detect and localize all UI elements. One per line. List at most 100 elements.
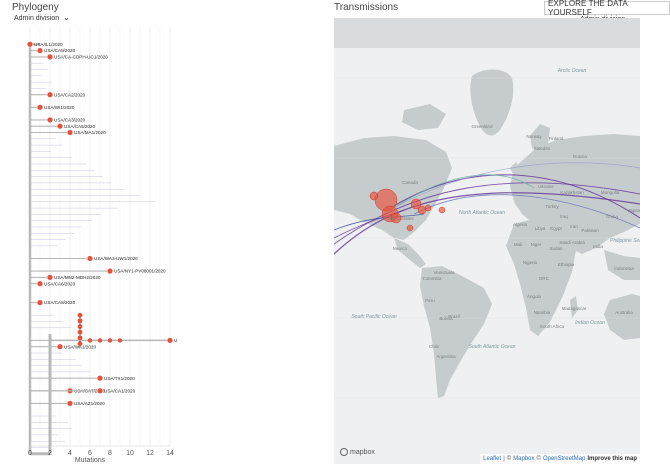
tip-marker xyxy=(117,338,123,343)
tip-marker xyxy=(96,387,103,394)
arctic-islands-shape xyxy=(402,104,446,130)
chevron-down-icon: ⌄ xyxy=(63,13,70,22)
south-america-shape xyxy=(420,266,492,398)
map-place-label: Greenland xyxy=(471,124,493,129)
location-circle xyxy=(369,191,379,201)
phylogeny-color-by-dropdown[interactable]: Admin division ⌄ xyxy=(14,14,70,22)
copyright-symbol: © xyxy=(536,456,541,462)
tip-label: U xyxy=(174,338,177,343)
x-axis-title: Mutations xyxy=(75,457,106,464)
tip-marker xyxy=(86,255,93,262)
map-place-label: Indonesia xyxy=(614,266,634,271)
map-place-label: Finland xyxy=(549,136,564,141)
southeast-asia-shape xyxy=(604,250,640,280)
map-place-label: Namibia xyxy=(534,310,551,315)
map-place-label: Canada xyxy=(402,180,418,185)
map-place-label: Libya xyxy=(535,226,546,231)
tip-label: USA/CA2/2020 xyxy=(54,92,86,97)
openstreetmap-link[interactable]: OpenStreetMap xyxy=(542,456,586,462)
map-place-label: Norway xyxy=(526,134,542,139)
transmission-arc xyxy=(413,194,640,229)
x-tick-label: 2 xyxy=(48,450,52,457)
x-tick-label: 6 xyxy=(88,450,92,457)
map-place-label: Iraq xyxy=(560,214,568,219)
map-graticule xyxy=(334,77,640,399)
location-circle xyxy=(417,205,427,215)
x-tick-label: 4 xyxy=(68,450,72,457)
tip-label: USA/CA9/2020 xyxy=(44,48,76,53)
polar-shading xyxy=(334,18,640,48)
map-place-label: Arctic Ocean xyxy=(557,68,587,74)
x-tick-label: 12 xyxy=(146,450,154,457)
tip-label: USA/IL1/2020 xyxy=(34,42,63,47)
map-place-labels: Arctic Ocean Greenland Canada North Atlanti… xyxy=(351,68,640,359)
tip-marker xyxy=(57,123,64,130)
tip-label: USA/MA1/2020 xyxy=(74,130,106,135)
tip-label: USA/WA1/2020 xyxy=(64,344,96,349)
tip-marker xyxy=(47,116,54,123)
mapbox-icon xyxy=(340,448,348,456)
tip-marker xyxy=(66,129,73,136)
transmission-routes xyxy=(334,162,640,255)
tip-label: USA/CA1/2020 xyxy=(104,388,136,393)
map-place-label: United States xyxy=(386,216,414,221)
tip-marker xyxy=(97,338,103,343)
madagascar-shape xyxy=(570,296,578,318)
tip-label: USA/CA5/2020 xyxy=(64,124,96,129)
phylogeny-color-by-label: Admin division xyxy=(14,14,60,22)
transmission-arc xyxy=(393,162,640,209)
tip-label: USA/CA3/2020 xyxy=(54,118,86,123)
tip-label: USA/CA6/2020 xyxy=(44,281,76,286)
australia-shape xyxy=(604,294,640,340)
explore-data-button[interactable]: EXPLORE THE DATA YOURSELF xyxy=(544,0,670,17)
map-place-label: Russia xyxy=(573,154,587,159)
map-place-label: Angola xyxy=(527,294,542,299)
tip-label: USA/WA3-UW1/2020 xyxy=(94,256,138,261)
map-place-label: Chile xyxy=(429,344,440,349)
map-place-label: Argentina xyxy=(436,354,456,359)
map-place-label: Mexico xyxy=(393,246,408,251)
map-place-label: Peru xyxy=(425,298,435,303)
tip-label: USA/CA8/2020 xyxy=(44,300,76,305)
map-place-label: Saudi Arabia xyxy=(559,240,585,245)
tip-marker xyxy=(47,91,54,98)
x-tick-label: 0 xyxy=(28,450,32,457)
tip-marker xyxy=(77,318,83,324)
map-place-label: Madagascar xyxy=(562,306,587,311)
tip-marker xyxy=(37,280,44,287)
mapbox-logo-text: mapbox xyxy=(350,448,375,456)
transmissions-map[interactable]: Arctic Ocean Greenland Canada North Atlanti… xyxy=(334,18,640,464)
tip-marker xyxy=(47,274,54,281)
central-america-shape xyxy=(394,238,426,268)
map-place-label: China xyxy=(606,214,618,219)
leaflet-link[interactable]: Leaflet xyxy=(483,456,502,462)
location-circle xyxy=(424,204,432,212)
map-attribution: Leaflet | © Mapbox © OpenStreetMap Impro… xyxy=(480,454,640,464)
tip-marker xyxy=(77,335,83,341)
map-place-label: Egypt xyxy=(550,226,562,231)
map-place-label: South Pacific Ocean xyxy=(351,314,397,320)
map-place-label: Niger xyxy=(531,242,542,247)
tip-marker xyxy=(57,343,64,350)
map-place-label: India xyxy=(593,244,603,249)
tip-marker xyxy=(37,299,44,306)
improve-map-link[interactable]: Improve this map xyxy=(587,456,637,462)
location-circle xyxy=(410,198,422,210)
tip-marker xyxy=(37,104,44,111)
map-place-label: Turkey xyxy=(545,204,559,209)
map-place-label: Japan xyxy=(628,208,640,213)
x-tick-label: 14 xyxy=(166,450,174,457)
map-place-label: Australia xyxy=(615,310,633,315)
map-place-label: DRC xyxy=(539,276,549,281)
map-place-label: Indian Ocean xyxy=(575,320,605,326)
map-place-label: Ethiopia xyxy=(558,262,575,267)
tip-label: USA/NY1-PV08001/2020 xyxy=(114,269,166,274)
copyright-symbol: © xyxy=(506,456,512,462)
mapbox-logo[interactable]: mapbox xyxy=(340,448,375,456)
mapbox-link[interactable]: Mapbox xyxy=(513,456,535,462)
tip-marker xyxy=(166,337,173,344)
map-place-label: Venezuela xyxy=(433,270,455,275)
map-place-label: Bolivia xyxy=(439,316,453,321)
tip-marker xyxy=(96,375,103,382)
